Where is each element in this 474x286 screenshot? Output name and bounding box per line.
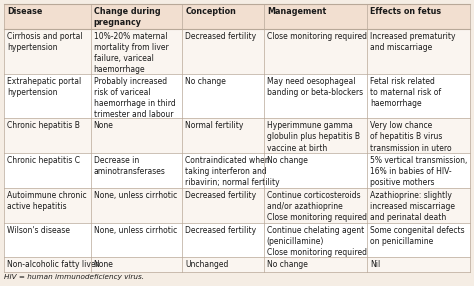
Text: Increased prematurity
and miscarriage: Increased prematurity and miscarriage [370, 32, 456, 52]
Bar [264, 118, 367, 153]
Bar [4, 4, 91, 29]
Text: Chronic hepatitis C: Chronic hepatitis C [7, 156, 80, 165]
Text: Effects on fetus: Effects on fetus [370, 7, 441, 16]
Text: Some congenital defects
on penicillamine: Some congenital defects on penicillamine [370, 226, 465, 246]
Bar [4, 257, 91, 272]
Bar [182, 223, 264, 257]
Bar [367, 4, 470, 29]
Text: Hyperimmune gamma
globulin plus hepatitis B
vaccine at birth: Hyperimmune gamma globulin plus hepatiti… [267, 121, 360, 152]
Text: None: None [93, 261, 113, 269]
Text: Contraindicated when
taking interferon and
ribavirin; normal fertility: Contraindicated when taking interferon a… [185, 156, 280, 187]
Bar [367, 257, 470, 272]
Bar [4, 118, 91, 153]
Text: No change: No change [267, 261, 308, 269]
Bar [182, 74, 264, 118]
Text: Fetal risk related
to maternal risk of
haemorrhage: Fetal risk related to maternal risk of h… [370, 77, 441, 108]
Text: Very low chance
of hepatitis B virus
transmission in utero: Very low chance of hepatitis B virus tra… [370, 121, 452, 152]
Text: Decreased fertility: Decreased fertility [185, 32, 256, 41]
Bar [367, 118, 470, 153]
Text: No change: No change [267, 156, 308, 165]
Text: Management: Management [267, 7, 326, 16]
Text: None: None [93, 121, 113, 130]
Bar [182, 188, 264, 223]
Bar [367, 223, 470, 257]
Text: Normal fertility: Normal fertility [185, 121, 244, 130]
Bar [91, 223, 182, 257]
Bar [264, 257, 367, 272]
Bar [91, 74, 182, 118]
Text: 5% vertical transmission,
16% in babies of HIV-
positive mothers: 5% vertical transmission, 16% in babies … [370, 156, 467, 187]
Text: Unchanged: Unchanged [185, 261, 229, 269]
Bar [4, 74, 91, 118]
Bar [91, 188, 182, 223]
Bar [264, 74, 367, 118]
Bar [367, 188, 470, 223]
Bar [91, 4, 182, 29]
Text: May need oesophageal
banding or beta-blockers: May need oesophageal banding or beta-blo… [267, 77, 363, 97]
Text: Azathioprine: slightly
increased miscarriage
and perinatal death: Azathioprine: slightly increased miscarr… [370, 191, 455, 222]
Bar [367, 29, 470, 74]
Bar [264, 29, 367, 74]
Text: Autoimmune chronic
active hepatitis: Autoimmune chronic active hepatitis [7, 191, 87, 211]
Bar [264, 4, 367, 29]
Bar [367, 74, 470, 118]
Bar [4, 223, 91, 257]
Bar [264, 153, 367, 188]
Text: Nil: Nil [370, 261, 380, 269]
Text: Wilson's disease: Wilson's disease [7, 226, 70, 235]
Text: Conception: Conception [185, 7, 236, 16]
Text: Decreased fertility: Decreased fertility [185, 191, 256, 200]
Bar [264, 188, 367, 223]
Text: No change: No change [185, 77, 226, 86]
Text: Extrahepatic portal
hypertension: Extrahepatic portal hypertension [7, 77, 81, 97]
Text: Chronic hepatitis B: Chronic hepatitis B [7, 121, 80, 130]
Bar [367, 153, 470, 188]
Bar [182, 257, 264, 272]
Bar [182, 153, 264, 188]
Bar [91, 29, 182, 74]
Bar [4, 29, 91, 74]
Bar [4, 188, 91, 223]
Text: 10%-20% maternal
mortality from liver
failure, variceal
haemorrhage: 10%-20% maternal mortality from liver fa… [93, 32, 168, 74]
Text: Decreased fertility: Decreased fertility [185, 226, 256, 235]
Text: Decrease in
aminotransferases: Decrease in aminotransferases [93, 156, 165, 176]
Text: Continue chelating agent
(penicillamine)
Close monitoring required: Continue chelating agent (penicillamine)… [267, 226, 367, 257]
Text: Close monitoring required: Close monitoring required [267, 32, 367, 41]
Text: Continue corticosteroids
and/or azathioprine
Close monitoring required: Continue corticosteroids and/or azathiop… [267, 191, 367, 222]
Bar [182, 29, 264, 74]
Bar [91, 118, 182, 153]
Bar [264, 223, 367, 257]
Bar [182, 118, 264, 153]
Bar [91, 257, 182, 272]
Text: HIV = human immunodeficiency virus.: HIV = human immunodeficiency virus. [4, 274, 144, 280]
Text: None, unless cirrhotic: None, unless cirrhotic [93, 191, 177, 200]
Text: None, unless cirrhotic: None, unless cirrhotic [93, 226, 177, 235]
Text: Probably increased
risk of variceal
haemorrhage in third
trimester and labour: Probably increased risk of variceal haem… [93, 77, 175, 119]
Text: Disease: Disease [7, 7, 42, 16]
Bar [91, 153, 182, 188]
Text: Change during
pregnancy: Change during pregnancy [93, 7, 160, 27]
Bar [182, 4, 264, 29]
Text: Non-alcoholic fatty liver: Non-alcoholic fatty liver [7, 261, 99, 269]
Text: Cirrhosis and portal
hypertension: Cirrhosis and portal hypertension [7, 32, 82, 52]
Bar [4, 153, 91, 188]
